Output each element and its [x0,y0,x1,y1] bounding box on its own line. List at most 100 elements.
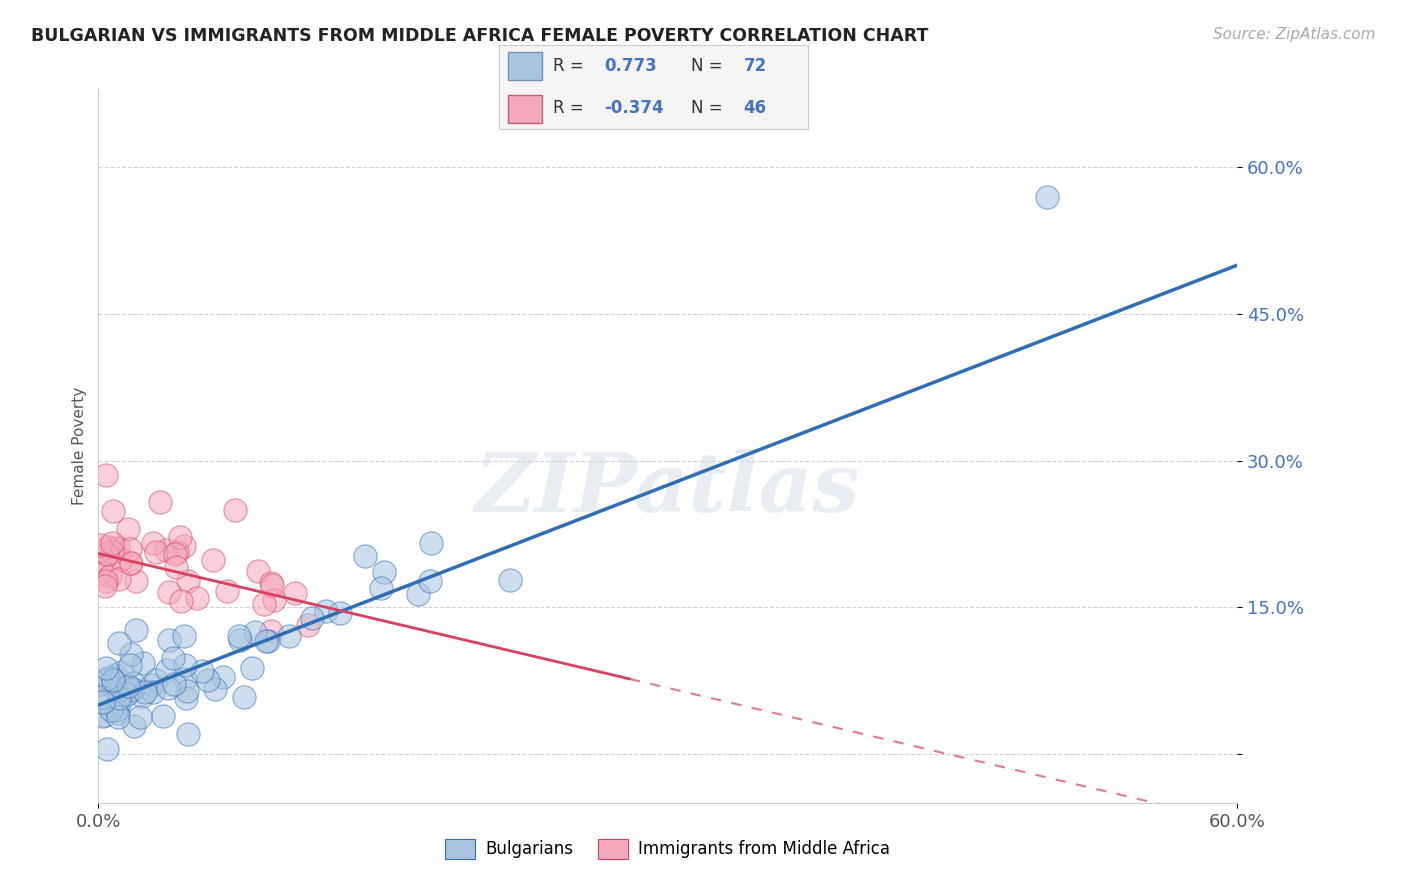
Point [129,710,152,724]
Point [97,541,120,555]
Point [91,709,114,723]
Point [107,541,129,555]
Point [278,629,301,643]
Point [101,673,124,687]
Point [94,661,117,675]
Point [94,468,117,483]
Point [152,708,174,723]
Point [89,543,111,558]
Point [145,545,167,559]
Point [315,604,337,618]
Point [101,503,124,517]
Point [233,690,256,705]
Point [157,681,180,696]
Point [90,690,112,704]
Point [1036,190,1059,204]
Point [120,683,142,698]
Point [103,683,125,698]
Point [197,673,219,687]
Point [110,665,132,679]
Text: N =: N = [690,57,728,75]
Point [173,539,195,553]
Point [373,565,395,579]
Point [101,673,124,687]
Point [122,682,145,697]
Point [105,703,128,717]
Point [103,668,125,682]
Point [253,597,276,611]
Point [124,574,146,588]
Text: N =: N = [690,99,728,117]
FancyBboxPatch shape [509,53,543,80]
Point [121,676,143,690]
Point [166,545,188,559]
Point [91,695,114,709]
Point [254,634,277,648]
Point [94,574,117,589]
Point [110,551,132,566]
Point [155,543,177,558]
Point [370,581,392,595]
Point [108,695,131,709]
Point [145,673,167,688]
FancyBboxPatch shape [509,95,543,122]
Point [162,677,184,691]
Point [107,706,129,721]
Point [353,549,375,563]
Point [89,567,111,582]
Point [165,559,187,574]
Point [217,583,239,598]
Point [134,684,156,698]
Point [108,690,131,705]
Point [176,574,198,588]
Point [120,556,142,570]
Point [125,624,148,638]
Point [94,578,117,592]
Point [329,607,352,621]
Point [96,741,118,756]
Point [228,630,250,644]
Point [141,678,163,692]
Point [176,683,198,698]
Point [97,671,120,685]
Point [174,691,197,706]
Point [107,710,129,724]
Point [301,611,323,625]
Text: R =: R = [554,57,589,75]
Point [131,689,153,703]
Point [89,538,111,552]
Text: ZIPatlas: ZIPatlas [475,449,860,529]
Point [245,624,267,639]
Point [115,687,138,701]
Point [117,679,139,693]
Point [229,633,252,648]
Point [98,569,121,583]
Point [419,574,441,588]
Point [169,530,191,544]
Point [118,542,141,557]
Point [263,593,285,607]
Point [173,658,195,673]
Text: Source: ZipAtlas.com: Source: ZipAtlas.com [1212,27,1375,42]
Point [186,591,208,605]
Point [96,547,118,561]
Point [132,656,155,670]
Point [262,578,284,592]
Point [120,647,142,661]
Point [240,661,263,675]
Point [118,658,141,673]
Point [173,629,195,643]
Point [408,587,430,601]
Text: 0.773: 0.773 [605,57,657,75]
Point [174,672,197,686]
Point [108,636,131,650]
Point [260,624,283,639]
Point [89,677,111,691]
Point [162,651,184,665]
Text: 72: 72 [744,57,766,75]
Point [284,586,307,600]
Point [101,545,124,559]
Text: -0.374: -0.374 [605,99,664,117]
Point [142,536,165,550]
Point [149,494,172,508]
